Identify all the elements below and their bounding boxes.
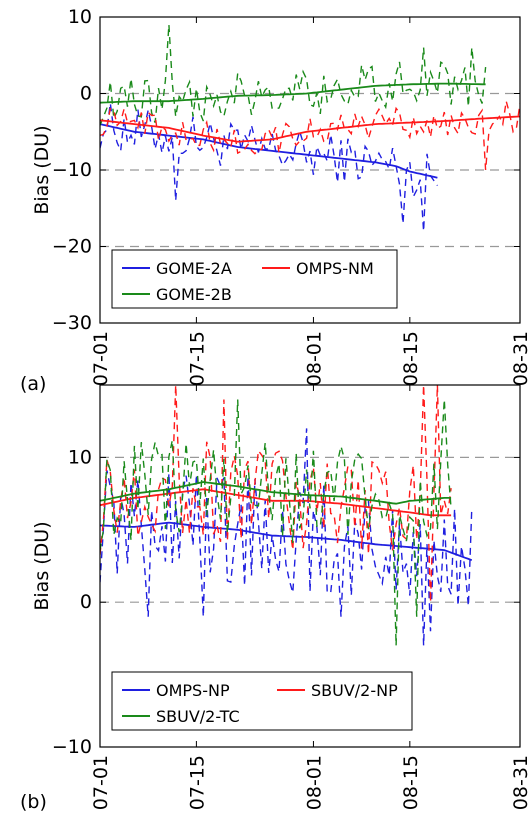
y-axis-label: Bias (DU) [31,521,53,610]
legend-entry: GOME-2B [156,285,232,304]
series-daily-OMPS-NP [100,428,473,646]
series-daily-SBUV/2-TC [100,399,452,646]
series-trend-GOME-2B [100,82,486,104]
series-daily-GOME-2B [100,24,487,126]
x-tick-label: 08-15 [400,331,422,386]
legend-entry: SBUV/2-NP [311,681,398,700]
y-tick-label: 10 [68,6,92,28]
x-tick-label: 08-01 [303,755,325,810]
x-tick-label: 08-31 [510,755,530,810]
x-tick-label: 08-15 [400,755,422,810]
y-tick-label: 10 [68,446,92,468]
x-tick-label: 07-15 [186,331,208,386]
legend-box [111,249,398,309]
y-tick-label: −20 [52,236,92,258]
x-tick-label: 07-01 [90,331,112,386]
y-tick-label: −30 [52,312,92,334]
plot-area [100,385,473,646]
series-trend-SBUV/2-TC [100,481,452,505]
series-trend-OMPS-NM [100,115,520,143]
panel-label: (a) [20,373,46,395]
x-tick-label: 07-15 [186,755,208,810]
legend-entry: GOME-2A [156,259,232,278]
series-daily-OMPS-NM [100,101,520,171]
series-trend-OMPS-NP [100,521,473,562]
x-tick-label: 08-01 [303,331,325,386]
y-tick-label: −10 [52,159,92,181]
legend-entry: SBUV/2-TC [156,707,240,726]
series-trend-GOME-2A [100,123,438,179]
plot-frame [99,384,521,748]
y-tick-label: −10 [52,736,92,758]
x-tick-label: 08-31 [510,331,530,386]
legend-box [111,671,413,731]
y-tick-label: 0 [80,83,92,105]
series-daily-SBUV/2-NP [100,385,452,603]
legend-entry: OMPS-NM [296,259,374,278]
plot-area [100,24,520,232]
series-daily-GOME-2A [100,103,438,232]
x-tick-label: 07-01 [90,755,112,810]
series-trend-SBUV/2-NP [100,488,452,517]
y-tick-label: 0 [80,591,92,613]
panel-label: (b) [20,791,47,813]
y-axis-label: Bias (DU) [31,125,53,214]
legend-entry: OMPS-NP [156,681,230,700]
